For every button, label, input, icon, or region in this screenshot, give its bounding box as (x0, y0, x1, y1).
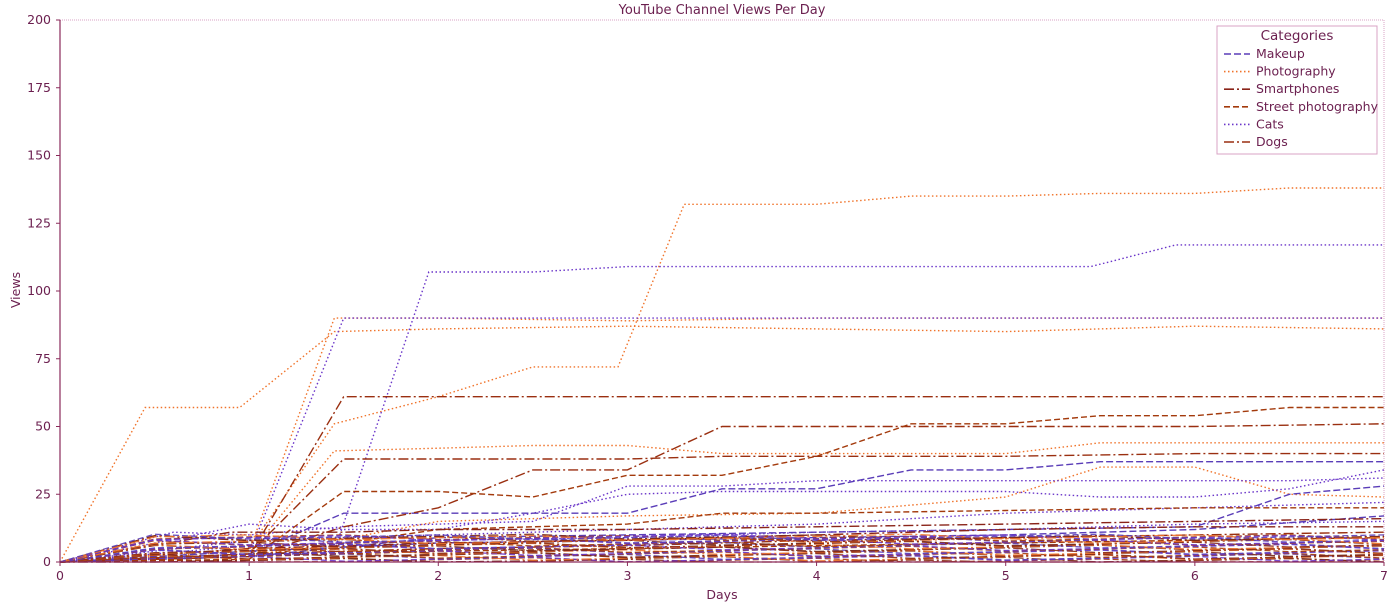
legend: Categories Makeup Photography Smartphones S… (1216, 25, 1379, 155)
legend-entry: Smartphones (1256, 81, 1339, 96)
series-line-9 (59, 469, 1385, 563)
x-tick-label: 2 (434, 568, 442, 583)
legend-entry: Photography (1256, 64, 1336, 79)
x-tick-label: 0 (56, 568, 64, 583)
y-axis-ticks: 0 25 50 75 100 125 150 175 200 (27, 12, 60, 569)
x-tick-label: 3 (623, 568, 631, 583)
low-value-line (59, 547, 1385, 563)
series-line-10 (59, 501, 1385, 563)
legend-entry: Makeup (1256, 46, 1305, 61)
series-line-6 (59, 244, 1384, 563)
y-tick-label: 200 (27, 12, 51, 27)
low-value-line (59, 541, 1385, 563)
y-tick-label: 150 (27, 148, 51, 163)
legend-entry: Street photography (1256, 99, 1379, 114)
plot-frame (60, 19, 1385, 562)
legend-entry: Cats (1256, 116, 1284, 131)
low-value-line (59, 542, 1385, 563)
series-line-3 (59, 317, 1384, 563)
series-line-16 (59, 452, 1384, 563)
x-tick-label: 6 (1191, 568, 1199, 583)
y-axis-label: Views (8, 272, 23, 308)
legend-box (1216, 25, 1378, 155)
chart-title: YouTube Channel Views Per Day (618, 3, 826, 18)
x-axis-ticks: 0 1 2 3 4 5 6 7 (56, 562, 1388, 583)
series-line-18 (59, 406, 1384, 563)
low-value-line (59, 533, 1385, 563)
legend-entry: Dogs (1256, 134, 1288, 149)
legend-title: Categories (1261, 28, 1334, 44)
series-line-21 (59, 526, 1384, 563)
y-tick-label: 0 (43, 554, 51, 569)
y-tick-label: 100 (27, 283, 51, 298)
x-tick-label: 4 (813, 568, 821, 583)
y-tick-label: 25 (35, 486, 51, 501)
x-tick-label: 5 (1002, 568, 1010, 583)
x-tick-label: 1 (245, 568, 253, 583)
x-axis-label: Days (706, 587, 737, 602)
y-tick-label: 175 (27, 80, 51, 95)
y-tick-label: 125 (27, 215, 51, 230)
x-tick-label: 7 (1380, 568, 1388, 583)
series-line-4 (59, 442, 1384, 563)
series-line-12 (59, 461, 1384, 563)
y-tick-label: 50 (35, 419, 51, 434)
low-value-line (59, 533, 1385, 563)
y-tick-label: 75 (35, 351, 51, 366)
low-value-line (59, 533, 1385, 563)
